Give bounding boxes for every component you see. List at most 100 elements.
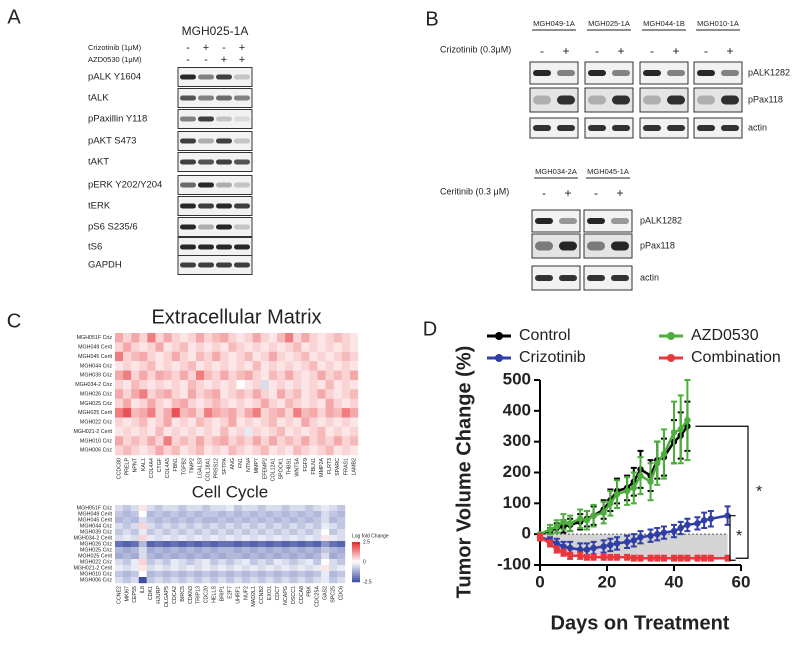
heat-cell <box>147 370 156 381</box>
heat-cell <box>325 351 334 362</box>
heat-cell <box>313 565 322 572</box>
heat-cell <box>321 523 330 530</box>
heat-cell <box>122 523 132 530</box>
heat-cell <box>244 408 253 418</box>
heat-cell <box>146 517 155 524</box>
blot-frame <box>177 131 253 151</box>
column-label: CDC6 <box>338 586 344 600</box>
heat-cell <box>277 351 286 362</box>
heat-cell <box>249 535 258 542</box>
heat-cell <box>233 559 243 566</box>
data-point <box>553 546 560 553</box>
blot-band <box>234 182 250 188</box>
heat-cell <box>289 535 298 542</box>
heat-cell <box>162 577 171 584</box>
heat-cell <box>218 505 227 512</box>
heat-cell <box>252 426 261 437</box>
column-label: EXO1 <box>267 586 273 600</box>
data-point <box>577 546 584 553</box>
x-tick-label: 20 <box>598 572 617 591</box>
heat-cell <box>349 417 359 428</box>
treatment-sign: - <box>186 42 190 54</box>
y-tick-label: 500 <box>503 369 531 388</box>
heat-cell <box>233 577 243 584</box>
heat-cell <box>329 553 338 560</box>
data-point <box>546 526 554 533</box>
heat-cell <box>228 389 237 399</box>
heat-cell <box>115 559 124 566</box>
heat-cell <box>241 523 251 530</box>
column-label: CCDC80 <box>116 458 122 479</box>
legend-marker <box>495 354 503 362</box>
chart-title: Extracellular Matrix <box>151 306 321 328</box>
row-label: MGH025 Criz <box>80 547 112 553</box>
heat-cell <box>285 351 294 362</box>
heat-cell <box>321 559 330 566</box>
blot-band <box>643 95 661 105</box>
heat-cell <box>297 553 306 560</box>
heat-cell <box>249 517 258 524</box>
heat-cell <box>244 361 253 371</box>
heat-cell <box>241 511 251 518</box>
heat-cell <box>244 351 253 362</box>
heat-cell <box>155 436 164 446</box>
column-label: COL4A4 <box>149 458 155 478</box>
column-label: FRAS1 <box>343 458 349 475</box>
blot-band <box>587 241 605 251</box>
blot-frame <box>639 61 689 85</box>
blot-band <box>588 70 606 76</box>
heat-cell <box>268 333 278 343</box>
heat-cell <box>170 571 179 578</box>
heat-cell <box>194 505 203 512</box>
heat-cell <box>333 389 342 399</box>
data-point <box>637 555 644 562</box>
heat-cell <box>163 333 172 343</box>
blot-band <box>216 74 232 80</box>
annotation: * <box>736 528 742 545</box>
heat-cell <box>138 553 147 560</box>
heat-cell <box>349 342 359 352</box>
treatment-label: Crizotinib (1μM) <box>88 43 142 52</box>
heat-cell <box>313 559 322 566</box>
row-label: MGH034-2 Cerit <box>73 535 112 541</box>
data-point <box>724 512 731 519</box>
heat-cell <box>305 553 314 560</box>
heat-cell <box>147 333 156 343</box>
heat-cell <box>257 523 266 530</box>
heat-cell <box>131 417 140 428</box>
heat-cell <box>204 379 213 390</box>
heat-cell <box>179 342 189 352</box>
heat-cell <box>187 417 197 428</box>
heat-cell <box>122 517 132 524</box>
blot-band <box>180 262 196 268</box>
heat-cell <box>220 370 229 381</box>
heat-cell <box>297 535 306 542</box>
heat-cell <box>115 361 124 371</box>
treatment-sign: + <box>617 44 624 58</box>
heat-cell <box>146 571 155 578</box>
heat-cell <box>244 370 253 381</box>
heat-cell <box>178 523 187 530</box>
blot-band <box>198 95 214 101</box>
data-point <box>607 500 614 507</box>
heat-cell <box>325 436 334 446</box>
heat-cell <box>130 559 139 566</box>
heat-cell <box>289 571 298 578</box>
heat-cell <box>281 505 290 512</box>
heat-cell <box>138 523 147 530</box>
heat-cell <box>265 541 274 548</box>
heat-cell <box>115 370 124 381</box>
data-point <box>613 540 621 547</box>
blot-band <box>198 159 214 165</box>
heat-cell <box>162 541 171 548</box>
heat-cell <box>289 559 298 566</box>
heat-cell <box>139 370 148 381</box>
heat-cell <box>130 523 139 530</box>
heat-cell <box>309 426 318 437</box>
data-point <box>660 555 668 562</box>
heat-cell <box>273 577 282 584</box>
blot-band <box>180 244 196 250</box>
heat-cell <box>178 541 187 548</box>
data-point <box>684 555 691 562</box>
blot-band <box>667 125 685 131</box>
